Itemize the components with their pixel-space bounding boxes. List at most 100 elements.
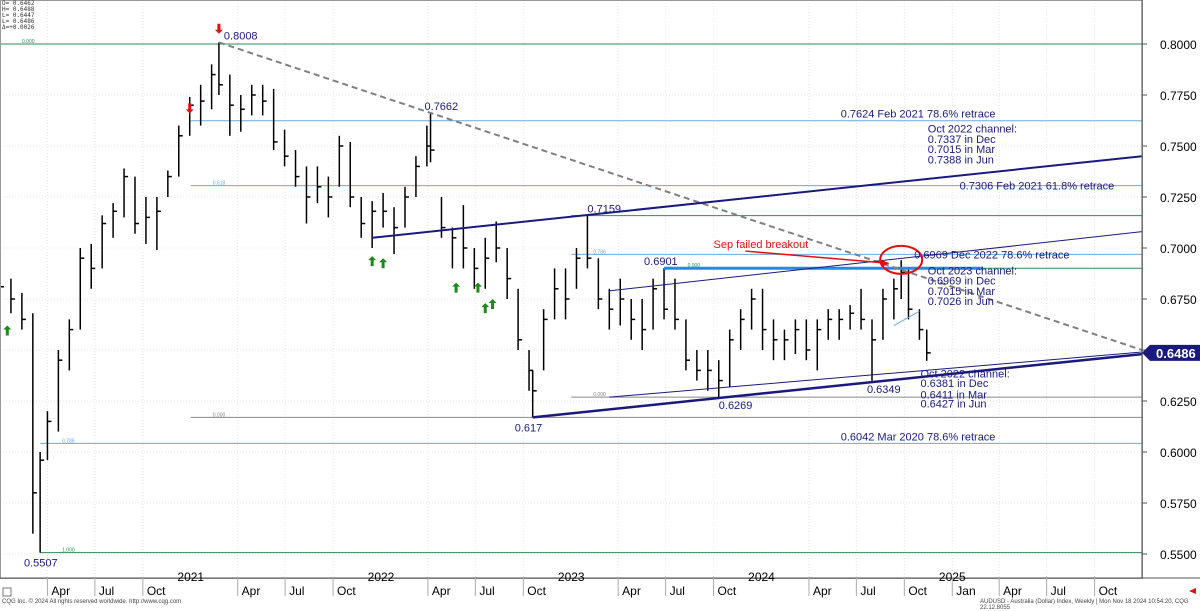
label-oct2022-jun-top: 0.7388 in Jun bbox=[928, 154, 994, 166]
label-oct2022-jun-bot: 0.6427 in Jun bbox=[920, 399, 986, 411]
ohlc-bar-21 bbox=[218, 42, 223, 95]
label-0-5507: 0.5507 bbox=[24, 558, 58, 570]
x-tick-label-7: 2022 bbox=[368, 570, 395, 584]
ohlc-bar-88 bbox=[925, 329, 931, 361]
oct2022-lower-channel bbox=[532, 352, 1143, 419]
ohlc-bar-86 bbox=[907, 268, 913, 320]
ohlc-bar-49 bbox=[517, 288, 523, 350]
x-tick-label-8: Apr bbox=[432, 584, 451, 598]
label-oct2023-channel: Oct 2023 channel: bbox=[928, 265, 1017, 277]
label-oct2022-channel-bot: Oct 2022 channel: bbox=[920, 369, 1009, 381]
ohlc-bar-22 bbox=[229, 74, 234, 136]
ohlc-bar-82 bbox=[871, 319, 877, 381]
x-tick-label-19: Jan bbox=[956, 584, 975, 598]
ohlc-bar-77 bbox=[816, 319, 822, 371]
red-down-arrow-jan bbox=[185, 103, 194, 114]
ohlc-low: L= 0.6447 bbox=[2, 12, 35, 19]
label-oct2022-dec-bot: 0.6381 in Dec bbox=[920, 378, 988, 390]
ohlc-bar-28 bbox=[294, 150, 300, 187]
ohlc-bar-87 bbox=[918, 309, 924, 340]
sep-breakout-arrow bbox=[745, 250, 889, 265]
x-tick-label-23: Oct bbox=[1099, 584, 1118, 598]
ohlc-bar-10 bbox=[101, 215, 107, 269]
ohlc-bar-53 bbox=[553, 268, 559, 320]
ohlc-bar-2 bbox=[21, 292, 26, 330]
label-oct2022-mar-bot: 0.6411 in Mar bbox=[920, 389, 987, 401]
x-tick-label-18: Oct bbox=[908, 584, 927, 598]
ohlc-bar-37 bbox=[393, 207, 399, 255]
x-tick-label-0: Apr bbox=[51, 584, 70, 598]
x-tick-label-2: Oct bbox=[147, 584, 166, 598]
label-oct2022-dec-top: 0.7337 in Dec bbox=[928, 134, 996, 146]
lvl-0-6042-tag: 0.786 bbox=[62, 438, 75, 444]
ohlc-bar-64 bbox=[674, 278, 679, 330]
x-tick-label-11: 2023 bbox=[558, 570, 585, 584]
ohlc-bar-70 bbox=[739, 309, 745, 350]
oct2023-lower-channel bbox=[609, 351, 1143, 398]
ohlc-bar-27 bbox=[283, 129, 289, 167]
x-tick-label-9: Jul bbox=[479, 584, 494, 598]
y-tick-label-0: 0.8000 bbox=[1160, 38, 1197, 52]
footer-copyright: CQG Inc. © 2024 All rights reserved worl… bbox=[2, 599, 182, 605]
ohlc-bar-47 bbox=[495, 221, 501, 263]
ohlc-bar-51 bbox=[531, 370, 537, 418]
ohlc-bar-46 bbox=[484, 237, 490, 289]
green-up-arrow-2 bbox=[368, 256, 377, 267]
ohlc-bar-71 bbox=[750, 288, 756, 330]
ohlc-bar-31 bbox=[327, 176, 333, 218]
ohlc-bar-84 bbox=[893, 278, 898, 320]
sep-breakout-circle bbox=[879, 244, 924, 275]
lvl-0-800-tag: 0.000 bbox=[22, 39, 35, 45]
label-oct2022-channel-top: Oct 2022 channel: bbox=[928, 124, 1017, 136]
corner-box bbox=[2, 587, 12, 597]
ohlc-bar-48 bbox=[506, 248, 512, 299]
y-tick-label-2: 0.7500 bbox=[1160, 140, 1197, 154]
x-tick-label-3: 2021 bbox=[177, 570, 204, 584]
label-0-6269: 0.6269 bbox=[719, 400, 753, 412]
footer-info: AUDUSD - Australia (Dollar) Index, Weekl… bbox=[980, 599, 1189, 611]
x-tick-label-16: Apr bbox=[813, 584, 832, 598]
ohlc-bar-80 bbox=[849, 305, 855, 330]
x-tick-label-10: Oct bbox=[527, 584, 546, 598]
ohlc-bar-39 bbox=[415, 156, 420, 197]
ohlc-bar-63 bbox=[663, 268, 669, 320]
ohlc-bar-13 bbox=[134, 176, 139, 234]
ohlc-bar-35 bbox=[371, 201, 377, 248]
ohlc-bar-4 bbox=[39, 452, 45, 553]
y-tick-label-5: 0.6750 bbox=[1160, 293, 1197, 307]
ohlc-bar-72 bbox=[761, 288, 767, 350]
annotations: 0.8008 0.7662 0.7159 0.6901 0.6269 0.6349 0.61… bbox=[24, 30, 1114, 569]
ohlc-bar-57 bbox=[597, 258, 603, 310]
gridlines bbox=[0, 0, 1142, 578]
x-tick-label-4: Apr bbox=[242, 584, 261, 598]
green-up-arrow-6 bbox=[481, 303, 490, 314]
y-tick-label-7: 0.6250 bbox=[1160, 395, 1197, 409]
ohlc-bar-38 bbox=[404, 186, 409, 228]
ohlc-bar-24 bbox=[251, 84, 256, 116]
ohlc-bar-83 bbox=[882, 288, 887, 340]
x-tick-label-17: Jul bbox=[860, 584, 875, 598]
ohlc-bar-36 bbox=[382, 192, 388, 228]
x-tick-label-20: 2025 bbox=[939, 570, 966, 584]
label-oct2022-mar-top: 0.7015 in Mar bbox=[928, 144, 996, 156]
lvl-0-6269-tag: 0.000 bbox=[593, 392, 606, 398]
x-tick-label-12: Apr bbox=[622, 584, 641, 598]
y-tick-label-3: 0.7250 bbox=[1160, 191, 1197, 205]
y-tick-label-4: 0.7000 bbox=[1160, 242, 1197, 256]
ohlc-bar-61 bbox=[641, 299, 647, 350]
price-bars bbox=[0, 42, 931, 553]
ohlc-bar-20 bbox=[210, 64, 216, 110]
ohlc-bar-26 bbox=[272, 88, 278, 151]
ohlc-bar-45 bbox=[473, 248, 479, 289]
trendline-dashed-from-high bbox=[218, 41, 1143, 351]
last-price-marker bbox=[1142, 344, 1200, 361]
lvl-0-5507-tag: 1.000 bbox=[62, 548, 75, 554]
axis-scroll-marker bbox=[1189, 588, 1196, 594]
ohlc-bar-54 bbox=[564, 268, 570, 320]
ohlc-last: L= 0.6486 bbox=[2, 18, 35, 25]
x-tick-label-6: Oct bbox=[337, 584, 356, 598]
ohlc-bar-23 bbox=[240, 95, 245, 132]
ohlc-bar-3 bbox=[32, 313, 37, 534]
